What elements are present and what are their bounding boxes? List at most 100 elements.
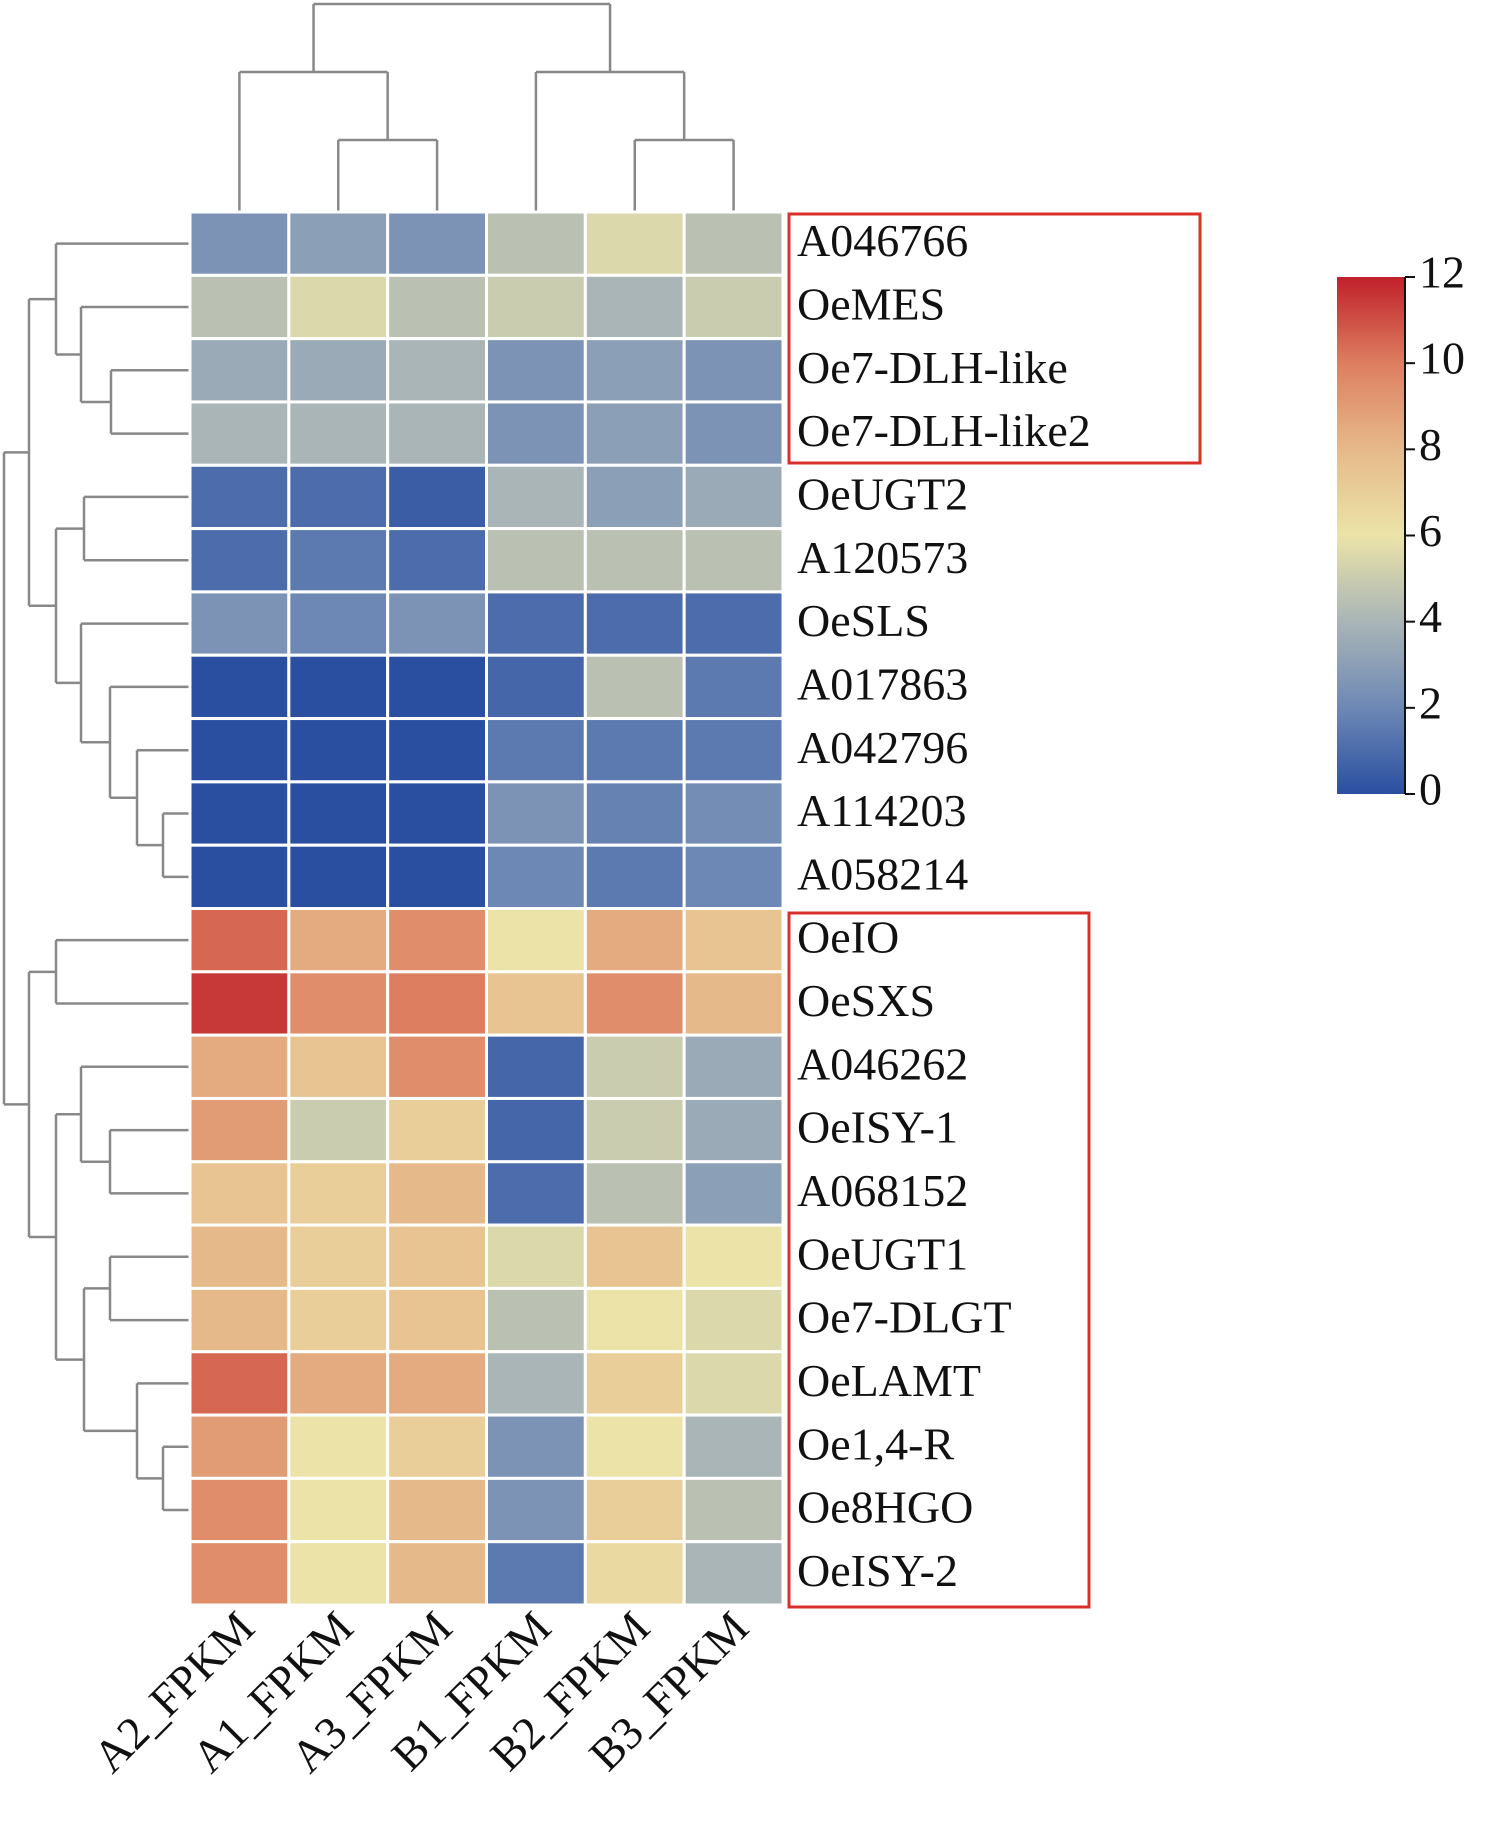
heatmap-cell — [682, 653, 785, 721]
heatmap-cell — [682, 273, 785, 341]
heatmap-cell — [583, 400, 686, 467]
row-label: A068152 — [797, 1165, 968, 1216]
heatmap-cell — [386, 273, 488, 341]
heatmap-cell — [485, 400, 587, 467]
heatmap-cell — [188, 1540, 291, 1607]
heatmap-cell — [485, 1033, 587, 1100]
heatmap-cell — [188, 1413, 291, 1480]
heatmap-cell — [287, 1223, 390, 1290]
heatmap-cell — [386, 1413, 488, 1480]
heatmap-cell — [682, 1033, 785, 1100]
heatmap-cell — [386, 717, 488, 784]
heatmap-cell — [188, 843, 291, 911]
heatmap-cell — [583, 843, 686, 911]
heatmap-cell — [583, 1350, 686, 1417]
colorbar-tick-label: 6 — [1419, 505, 1442, 556]
row-label: OeMES — [797, 279, 945, 330]
heatmap-cell — [287, 843, 390, 911]
heatmap-cell — [287, 1096, 390, 1164]
heatmap-cell — [485, 527, 587, 594]
heatmap-cell — [287, 970, 390, 1037]
heatmap-cell — [583, 717, 686, 784]
heatmap-cell — [188, 1286, 291, 1354]
heatmap-cell — [682, 463, 785, 531]
heatmap-cell — [682, 1160, 785, 1227]
heatmap-cell — [485, 1160, 587, 1227]
heatmap-cell — [188, 273, 291, 341]
heatmap-cell — [485, 1476, 587, 1544]
heatmap-cell — [386, 1033, 488, 1100]
highlight-box — [787, 911, 1091, 1609]
heatmap-cell — [485, 463, 587, 531]
heatmap-cell — [682, 337, 785, 404]
heatmap-cell — [682, 843, 785, 911]
heatmap-cell — [682, 1350, 785, 1417]
heatmap-cell — [188, 717, 291, 784]
heatmap-cell — [386, 1223, 488, 1290]
heatmap-cell — [287, 210, 390, 277]
row-label: A046766 — [797, 215, 968, 266]
heatmap-cell — [386, 1286, 488, 1354]
heatmap-cell — [583, 780, 686, 847]
heatmap-cell — [682, 1096, 785, 1164]
heatmap-cell — [386, 590, 488, 657]
heatmap-cell — [287, 1476, 390, 1544]
row-label: A058214 — [797, 848, 968, 899]
heatmap-cell — [188, 780, 291, 847]
heatmap-cell — [287, 273, 390, 341]
row-label: OeSLS — [797, 595, 930, 646]
heatmap-cell — [682, 1540, 785, 1607]
heatmap-cell — [583, 210, 686, 277]
heatmap-cell — [188, 527, 291, 594]
heatmap-cell — [287, 907, 390, 974]
row-label: A114203 — [797, 785, 967, 836]
heatmap-cell — [287, 1160, 390, 1227]
heatmap-cell — [188, 907, 291, 974]
heatmap-cell — [485, 1096, 587, 1164]
row-label: OeSXS — [797, 975, 935, 1026]
dendrogram — [2, 2, 735, 1512]
heatmap-cell — [287, 1286, 390, 1354]
heatmap-cell — [188, 1350, 291, 1417]
heatmap-cell — [682, 590, 785, 657]
heatmap-cell — [583, 653, 686, 721]
heatmap-cell — [583, 970, 686, 1037]
heatmap-cell — [682, 717, 785, 784]
row-label: OeUGT1 — [797, 1228, 968, 1279]
row-label: Oe7-DLGT — [797, 1292, 1012, 1343]
row-label: A046262 — [797, 1038, 968, 1089]
heatmap-cell — [287, 337, 390, 404]
heatmap-cell — [485, 1413, 587, 1480]
heatmap-cell — [188, 1033, 291, 1100]
heatmap-cell — [386, 337, 488, 404]
heatmap-cell — [583, 463, 686, 531]
heatmap-cell — [682, 1476, 785, 1544]
heatmap-cell — [485, 780, 587, 847]
heatmap-cell — [188, 463, 291, 531]
heatmap-cell — [682, 970, 785, 1037]
heatmap-cell — [485, 1350, 587, 1417]
heatmap-cell — [485, 843, 587, 911]
heatmap-cell — [583, 1540, 686, 1607]
heatmap-cell — [386, 1540, 488, 1607]
heatmap-cell — [287, 527, 390, 594]
heatmap-cell — [188, 970, 291, 1037]
heatmap-cell — [188, 1096, 291, 1164]
row-label: OeLAMT — [797, 1355, 981, 1406]
heatmap-cell — [386, 1160, 488, 1227]
heatmap-cell — [682, 1286, 785, 1354]
heatmap-cell — [583, 1096, 686, 1164]
heatmap-cell — [386, 843, 488, 911]
heatmap-cell — [386, 1096, 488, 1164]
heatmap-cell — [287, 1413, 390, 1480]
heatmap-cell — [682, 400, 785, 467]
row-label: Oe7-DLH-like — [797, 342, 1068, 393]
heatmap-cell — [583, 590, 686, 657]
heatmap-cell — [583, 337, 686, 404]
heatmap-cell — [188, 400, 291, 467]
heatmap-cell — [188, 337, 291, 404]
heatmap-cell — [386, 463, 488, 531]
heatmap-cell — [386, 907, 488, 974]
